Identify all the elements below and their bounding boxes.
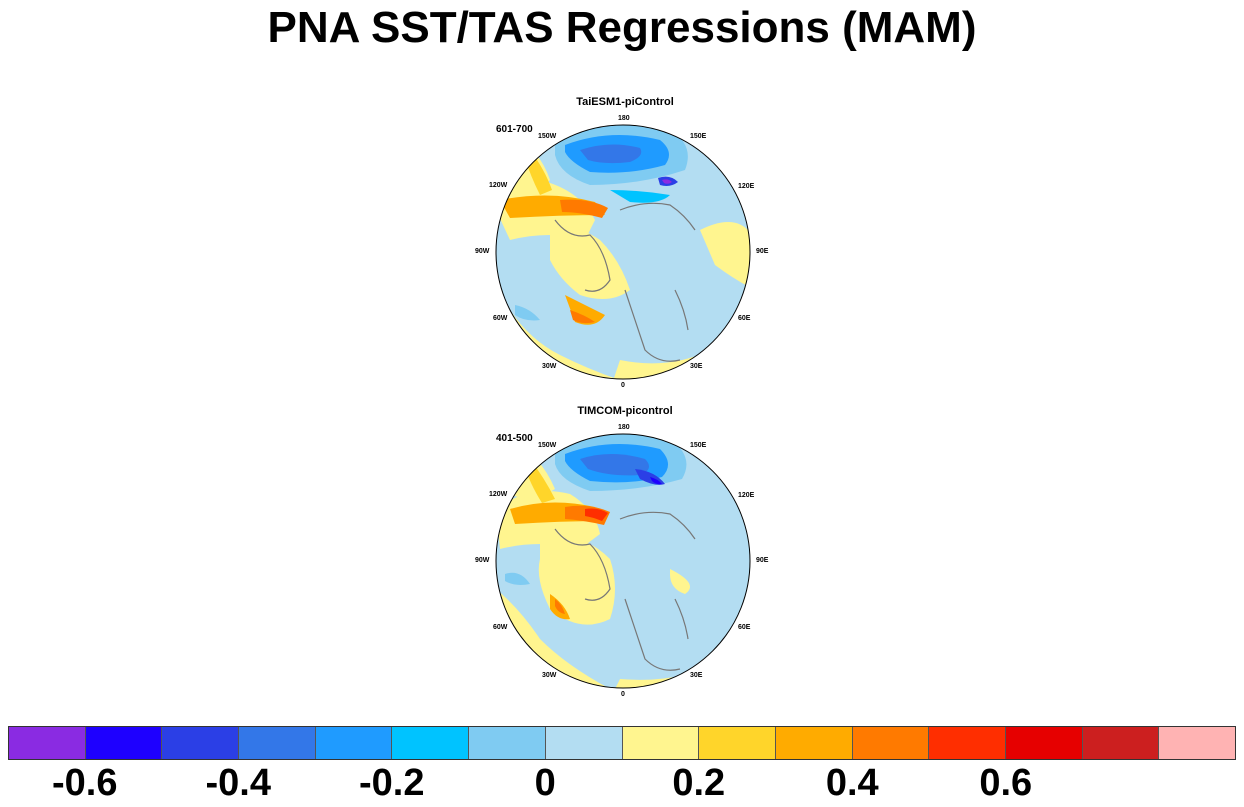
colorbar-label: 0.2 (672, 762, 726, 804)
lon-label: 0 (621, 691, 625, 698)
colorbar-label: -0.4 (205, 762, 271, 804)
colorbar (8, 726, 1236, 760)
lon-label: 60E (738, 315, 751, 322)
colorbar-box (1159, 727, 1235, 759)
lon-label: 90E (756, 557, 769, 564)
colorbar-box (929, 727, 1006, 759)
period-label: 601-700 (496, 124, 533, 135)
colorbar-box (775, 727, 853, 759)
lon-label: 90W (475, 248, 490, 255)
colorbar-box (622, 727, 700, 759)
lon-label: 120E (738, 183, 755, 190)
lon-label: 60E (738, 624, 751, 631)
map-panel-1: TaiESM1-piControl 601-700 (470, 90, 780, 400)
polar-map (495, 433, 751, 689)
map-panel-2: TIMCOM-picontrol 401-500 (470, 399, 780, 709)
colorbar-label: 0.6 (979, 762, 1033, 804)
lon-label: 120W (489, 491, 508, 498)
lon-label: 120W (489, 182, 508, 189)
lon-label: 30E (690, 672, 703, 679)
polar-map (495, 124, 751, 380)
lon-label: 150W (538, 442, 557, 449)
lon-label: 150W (538, 133, 557, 140)
lon-label: 90E (756, 248, 769, 255)
lon-label: 60W (493, 315, 508, 322)
colorbar-box (852, 727, 930, 759)
colorbar-box (392, 727, 470, 759)
colorbar-box (315, 727, 393, 759)
colorbar-box (545, 727, 623, 759)
colorbar-box (9, 727, 86, 759)
period-label: 401-500 (496, 433, 533, 444)
panel-title: TIMCOM-picontrol (577, 405, 673, 417)
colorbar-label: 0 (534, 762, 556, 804)
colorbar-box (239, 727, 316, 759)
lon-label: 30E (690, 363, 703, 370)
colorbar-box (469, 727, 546, 759)
colorbar-label: 0.4 (825, 762, 879, 804)
main-title: PNA SST/TAS Regressions (MAM) (267, 3, 977, 52)
lon-label: 30W (542, 672, 557, 679)
colorbar-box (162, 727, 240, 759)
lon-label: 180 (618, 424, 630, 431)
lon-label: 180 (618, 115, 630, 122)
lon-label: 60W (493, 624, 508, 631)
lon-label: 120E (738, 492, 755, 499)
colorbar-label: -0.6 (52, 762, 118, 804)
colorbar-box (1005, 727, 1083, 759)
lon-label: 150E (690, 442, 707, 449)
panel-title: TaiESM1-piControl (576, 96, 674, 108)
lon-label: 90W (475, 557, 490, 564)
colorbar-box (699, 727, 776, 759)
lon-label: 150E (690, 133, 707, 140)
colorbar-box (1082, 727, 1160, 759)
colorbar-box (85, 727, 163, 759)
colorbar-label: -0.2 (359, 762, 425, 804)
lon-label: 0 (621, 382, 625, 389)
lon-label: 30W (542, 363, 557, 370)
